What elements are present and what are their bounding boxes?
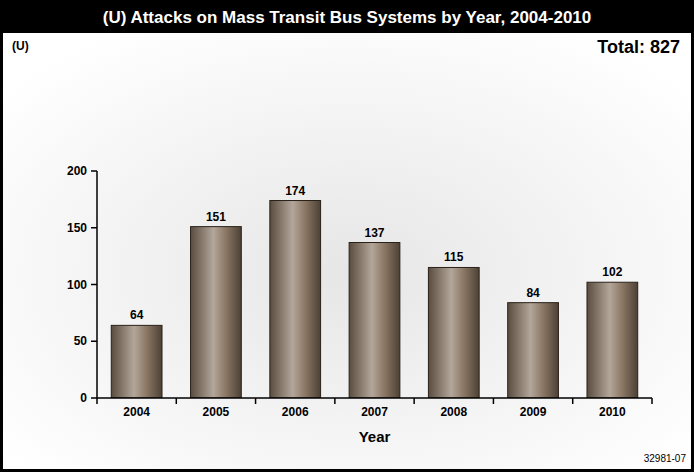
x-tick — [255, 398, 257, 404]
x-tick — [413, 398, 415, 404]
y-axis-label: (U) — [12, 39, 29, 53]
frame — [0, 0, 694, 472]
bar — [587, 282, 638, 398]
x-tick-label: 2010 — [599, 405, 626, 419]
x-tick-label: 2007 — [361, 405, 388, 419]
y-tick — [91, 397, 97, 399]
x-tick — [334, 398, 336, 404]
y-tick-label: 200 — [67, 164, 87, 178]
x-tick — [96, 398, 98, 404]
axes: 0 50 100 150 200 2004 2005 2006 2007 2008 2009 2010 — [67, 164, 652, 419]
x-tick-label: 2004 — [123, 405, 150, 419]
x-tick — [651, 398, 653, 404]
x-tick — [176, 398, 178, 404]
data-label: 174 — [285, 184, 305, 198]
data-label: 84 — [526, 286, 540, 300]
x-tick-label: 2006 — [282, 405, 309, 419]
y-tick-label: 0 — [80, 391, 87, 405]
x-tick-label: 2005 — [203, 405, 230, 419]
annotation: Total: 827 — [597, 37, 680, 57]
data-label: 137 — [364, 226, 384, 240]
y-tick — [91, 284, 97, 286]
x-tick — [493, 398, 495, 404]
x-tick-label: 2009 — [520, 405, 547, 419]
x-axis-line — [97, 397, 652, 399]
bar — [191, 227, 242, 398]
y-tick-label: 150 — [67, 221, 87, 235]
bars — [111, 201, 637, 398]
data-labels: 64 151 174 137 115 84 102 — [130, 184, 623, 323]
data-label: 151 — [206, 210, 226, 224]
y-tick — [91, 170, 97, 172]
data-label: 102 — [602, 265, 622, 279]
x-tick — [572, 398, 574, 404]
bar — [349, 243, 400, 398]
chart: (U) Attacks on Mass Transit Bus Systems … — [0, 0, 694, 472]
bar — [428, 267, 479, 398]
y-tick — [91, 341, 97, 343]
bar — [508, 303, 559, 398]
data-label: 115 — [444, 250, 464, 264]
y-tick — [91, 227, 97, 229]
x-tick-label: 2008 — [440, 405, 467, 419]
background — [3, 33, 691, 469]
annotation: 32981-07 — [644, 453, 687, 464]
bar — [111, 325, 162, 398]
title: (U) Attacks on Mass Transit Bus Systems … — [103, 8, 592, 27]
y-tick-label: 100 — [67, 278, 87, 292]
data-label: 64 — [130, 308, 144, 322]
x-axis-label: Year — [359, 428, 391, 445]
y-tick-label: 50 — [74, 334, 88, 348]
bar — [270, 201, 321, 398]
